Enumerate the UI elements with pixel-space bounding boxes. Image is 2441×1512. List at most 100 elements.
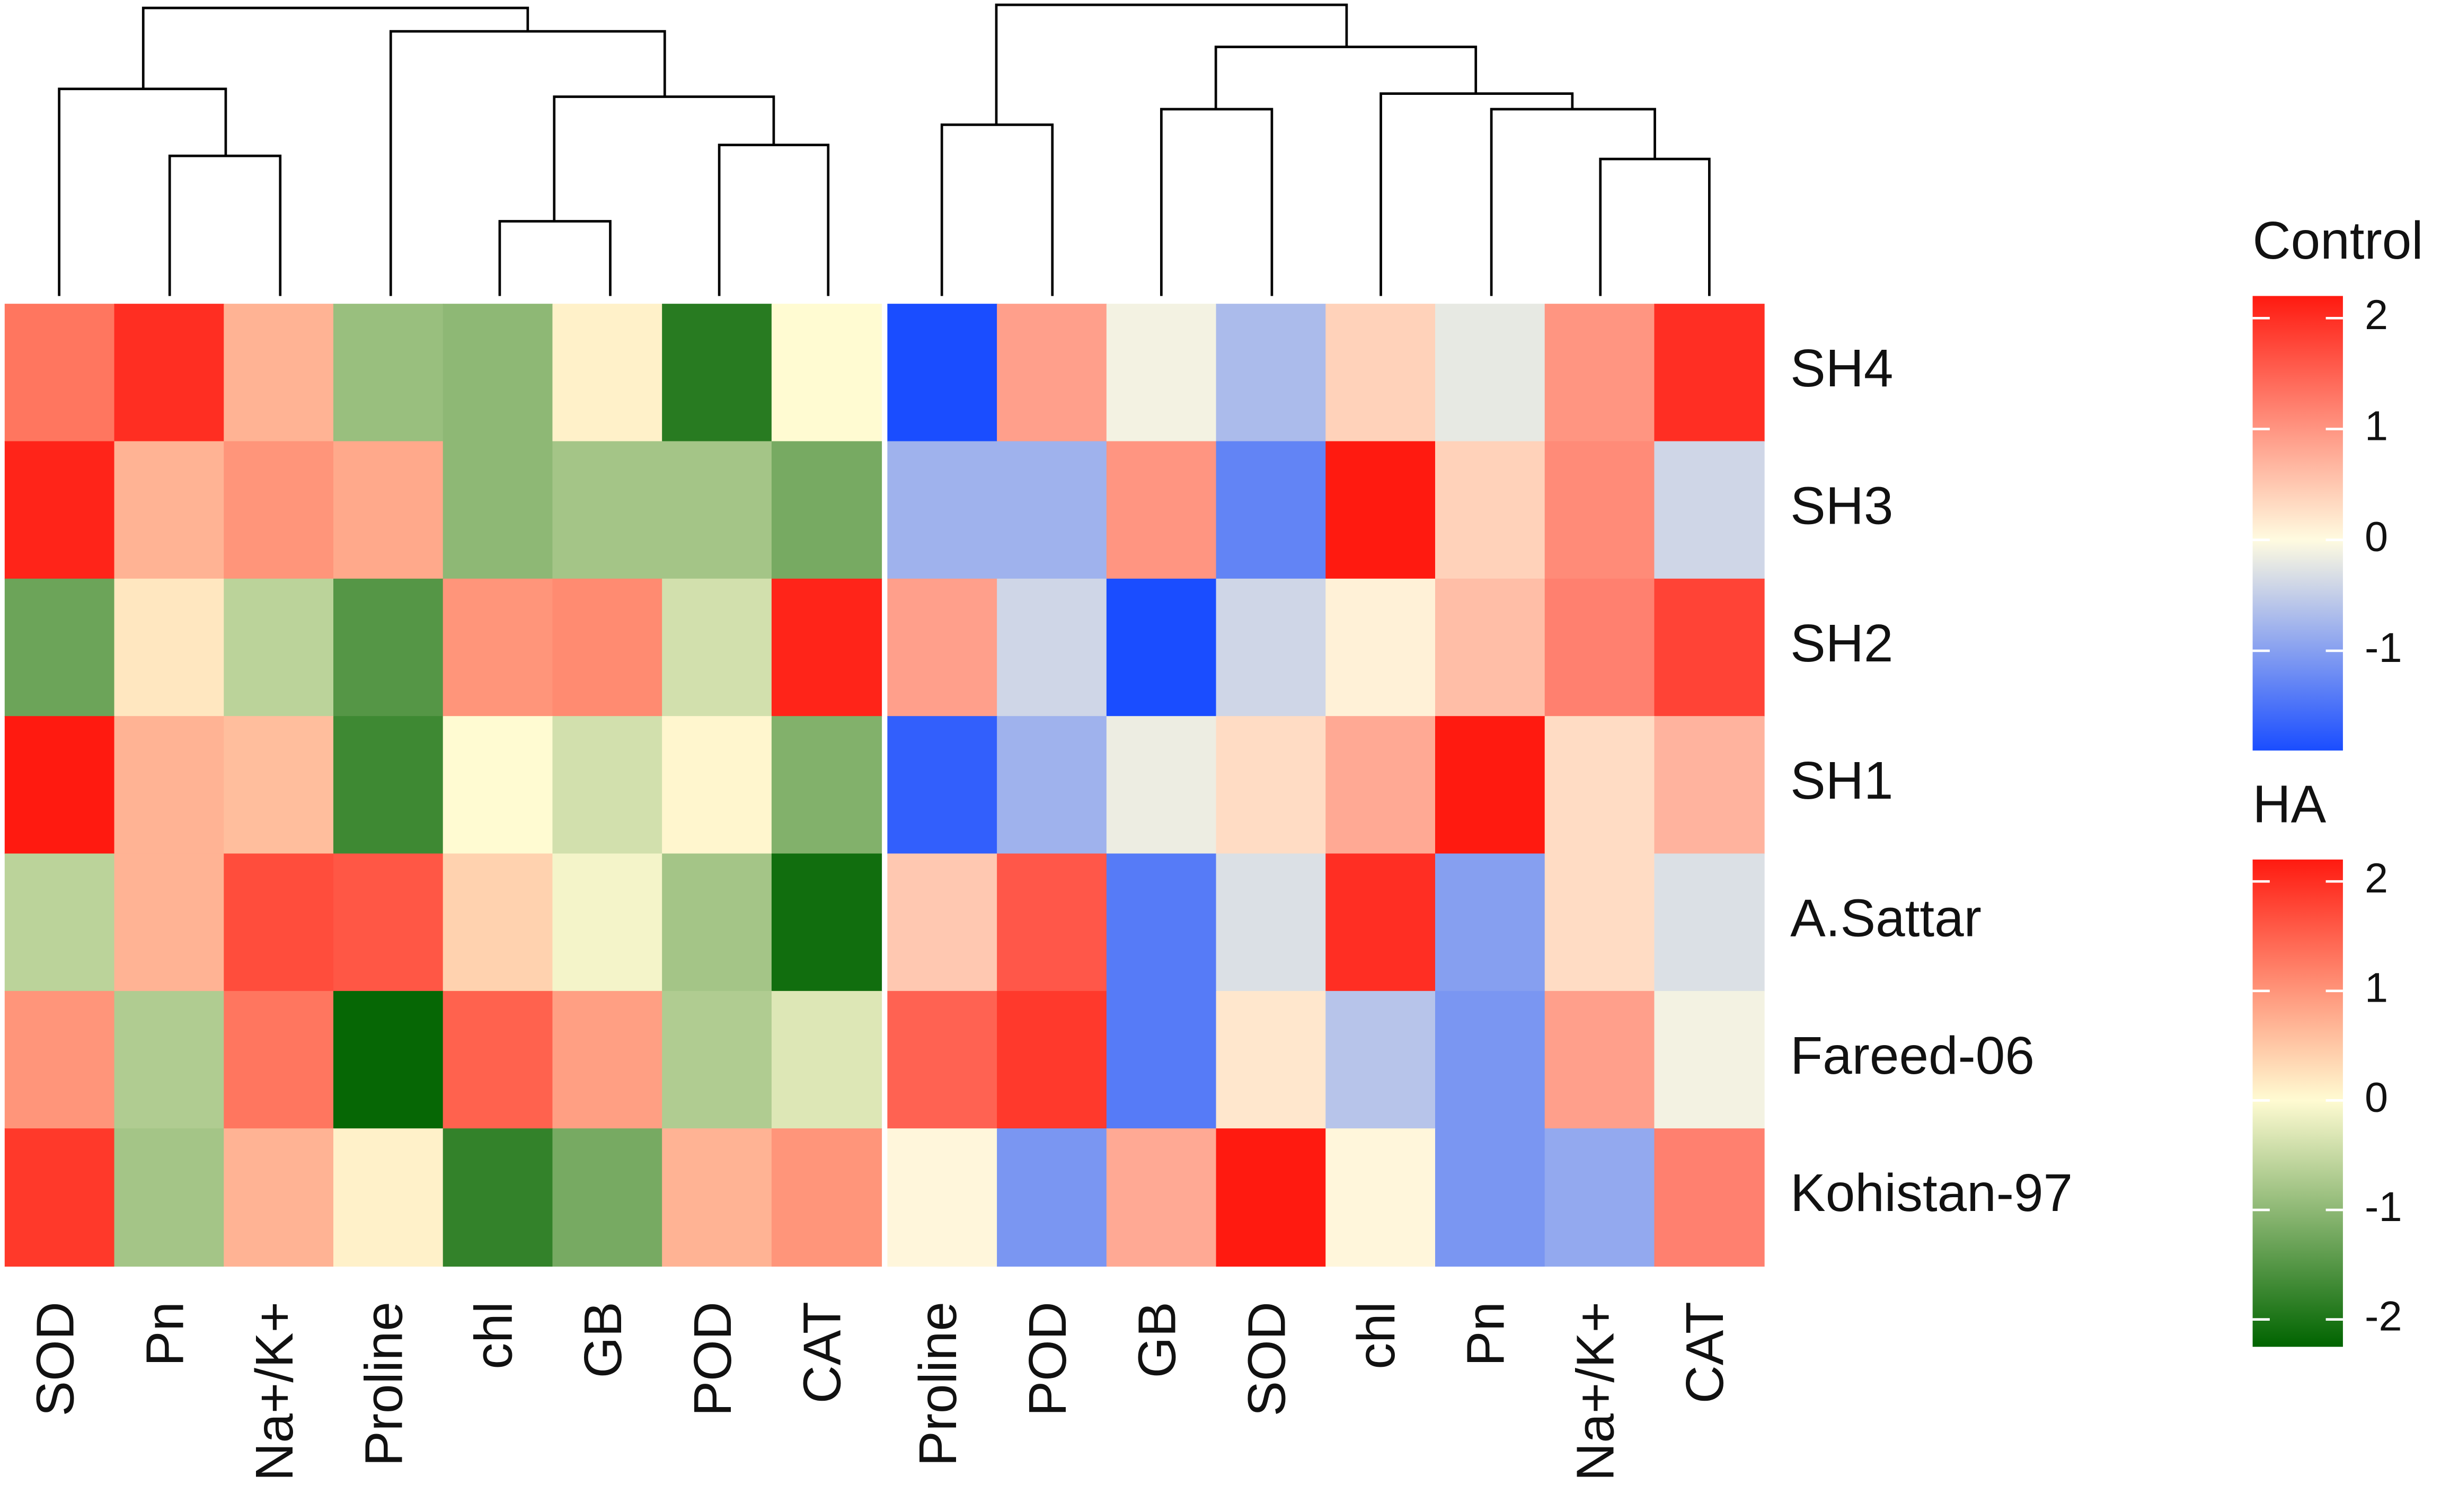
heatmap-cell <box>443 441 553 580</box>
heatmap-cell <box>114 578 225 717</box>
heatmap-cell <box>552 716 663 854</box>
column-label: SOD <box>1237 1302 1296 1416</box>
heatmap-cell <box>887 441 998 580</box>
heatmap-cell <box>552 441 663 580</box>
heatmap-cell <box>1544 853 1655 992</box>
heatmap-cell <box>114 991 225 1129</box>
row-label: SH3 <box>1790 477 1893 536</box>
row-label: SH2 <box>1790 614 1893 673</box>
colorbar-tick-label: 2 <box>2365 291 2388 338</box>
heatmap-cell <box>114 716 225 854</box>
colorbar <box>2252 859 2343 1347</box>
heatmap-cell <box>887 853 998 992</box>
heatmap-cell <box>333 578 444 717</box>
heatmap-cell <box>552 578 663 717</box>
heatmap-cell <box>887 991 998 1129</box>
row-label: SH1 <box>1790 751 1893 810</box>
heatmap-cell <box>224 578 334 717</box>
column-label: Proline <box>355 1302 414 1466</box>
heatmap-cell <box>1216 304 1326 442</box>
dendrogram-branch <box>1379 92 1711 296</box>
heatmap-cell <box>1654 304 1765 442</box>
heatmap-cell <box>1435 304 1546 442</box>
dendrogram-branch <box>995 3 1478 125</box>
heatmap-cell <box>1325 853 1436 992</box>
heatmap-cell <box>1216 853 1326 992</box>
colorbar-tick-label: -1 <box>2365 1183 2402 1230</box>
heatmap-cell <box>4 304 116 442</box>
heatmap-cell <box>333 716 444 854</box>
heatmap-cell <box>1435 853 1546 992</box>
heatmap-cell <box>1544 716 1655 854</box>
heatmap-cell <box>771 441 882 580</box>
heatmap-cell <box>1435 991 1546 1129</box>
dendrogram-left <box>58 6 830 296</box>
heatmap-cell <box>1654 853 1765 992</box>
heatmap-cell <box>1654 991 1765 1129</box>
heatmap-cell <box>333 304 444 442</box>
heatmap-cell <box>1106 853 1217 992</box>
heatmap-cell <box>771 1128 882 1267</box>
column-label: Proline <box>909 1302 968 1466</box>
heatmap-cell <box>997 578 1108 717</box>
column-label: GB <box>1128 1302 1187 1378</box>
heatmap-cell <box>662 1128 773 1267</box>
heatmap-cell <box>1435 578 1546 717</box>
heatmap-cell <box>1106 991 1217 1129</box>
heatmap-cell <box>552 1128 663 1267</box>
heatmap-cell <box>1325 716 1436 854</box>
column-label: SOD <box>26 1302 85 1416</box>
heatmap-cell <box>443 853 553 992</box>
heatmap-cell <box>1216 1128 1326 1267</box>
column-label: chl <box>1347 1302 1406 1369</box>
heatmap-cell <box>997 304 1108 442</box>
heatmap-cell <box>1544 991 1655 1129</box>
colorbar-tick-label: 0 <box>2365 1073 2388 1120</box>
legend-title: Control <box>2253 211 2424 270</box>
column-label: CAT <box>793 1302 852 1403</box>
heatmap-cell <box>224 441 334 580</box>
heatmap-cell <box>887 304 998 442</box>
heatmap-cell <box>662 991 773 1129</box>
column-label: chl <box>464 1302 523 1369</box>
colorbar-tick-label: 0 <box>2365 513 2388 560</box>
heatmap-cell <box>443 991 553 1129</box>
heatmap-cell <box>224 1128 334 1267</box>
heatmap-cell <box>1216 578 1326 717</box>
column-label: Pn <box>1457 1302 1516 1366</box>
heatmap-cell <box>224 716 334 854</box>
heatmap-cell <box>114 1128 225 1267</box>
heatmap-cell <box>662 304 773 442</box>
column-label: POD <box>684 1302 742 1416</box>
column-label: Na+/K+ <box>1566 1302 1625 1481</box>
heatmap-cell <box>662 578 773 717</box>
heatmap-cell <box>552 853 663 992</box>
colorbar-tick-label: 1 <box>2365 402 2388 449</box>
heatmap-cell <box>333 441 444 580</box>
heatmap-cell <box>1544 304 1655 442</box>
column-label: POD <box>1019 1302 1077 1416</box>
heatmap-cell <box>443 304 553 442</box>
heatmap-cell <box>771 991 882 1129</box>
heatmap-cell <box>1325 304 1436 442</box>
heatmap-cell <box>4 578 116 717</box>
heatmap-cell <box>1216 441 1326 580</box>
heatmap-cell <box>1106 716 1217 854</box>
heatmap-cell <box>1544 441 1655 580</box>
colorbar <box>2252 296 2343 751</box>
heatmap-cell <box>1325 991 1436 1129</box>
heatmap-cell <box>4 441 116 580</box>
heatmap-cell <box>771 304 882 442</box>
heatmap-cell <box>1106 1128 1217 1267</box>
heatmap-cell <box>1106 304 1217 442</box>
column-label: GB <box>574 1302 633 1378</box>
heatmap-cell <box>333 1128 444 1267</box>
heatmap-cell <box>1325 1128 1436 1267</box>
heatmap-cell <box>333 853 444 992</box>
heatmap-cell <box>4 991 116 1129</box>
dendrogram-right <box>940 3 1711 296</box>
dendrogram-branch <box>940 108 1273 296</box>
heatmap-cell <box>443 1128 553 1267</box>
dendrogram-branch <box>141 6 666 296</box>
heatmap-cell <box>662 441 773 580</box>
